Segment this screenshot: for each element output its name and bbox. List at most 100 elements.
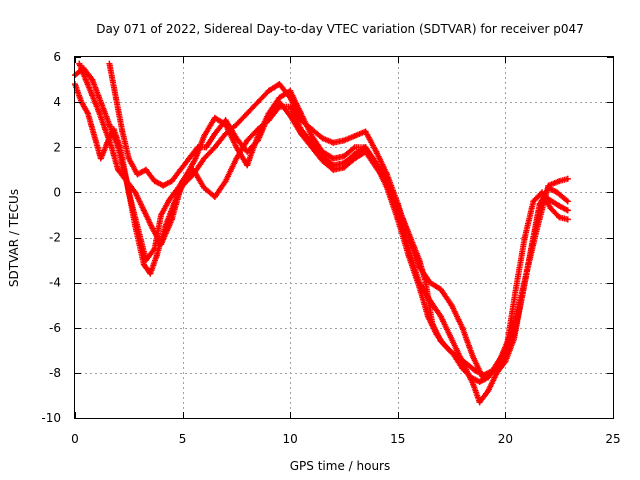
- y-tick-label: 4: [53, 95, 61, 109]
- data-point: [89, 76, 96, 83]
- data-point: [134, 223, 141, 230]
- data-point: [519, 290, 526, 297]
- data-point: [233, 155, 240, 162]
- data-point: [151, 178, 158, 185]
- data-point: [112, 94, 119, 101]
- data-point: [158, 211, 165, 218]
- data-point: [554, 189, 561, 196]
- data-point: [373, 148, 380, 155]
- data-point: [168, 178, 175, 185]
- data-point: [308, 132, 315, 139]
- data-point: [538, 189, 545, 196]
- data-point: [265, 87, 272, 94]
- data-point: [166, 196, 173, 203]
- data-point: [437, 338, 444, 345]
- data-point: [467, 374, 474, 381]
- data-point: [341, 164, 347, 171]
- data-point: [134, 171, 141, 178]
- data-point: [125, 155, 132, 162]
- data-point: [463, 360, 470, 367]
- data-point: [211, 130, 218, 137]
- data-point: [556, 178, 563, 185]
- data-point: [82, 76, 89, 83]
- data-point: [147, 270, 154, 277]
- data-point: [168, 216, 175, 223]
- data-point: [564, 198, 571, 205]
- data-point: [276, 99, 283, 106]
- data-point: [297, 130, 304, 137]
- data-point: [222, 178, 229, 185]
- data-point: [384, 180, 391, 187]
- data-point: [102, 126, 109, 133]
- data-point: [330, 139, 337, 146]
- data-point: [485, 387, 492, 394]
- x-axis-label: GPS time / hours: [290, 459, 391, 473]
- data-point: [422, 279, 429, 286]
- data-point: [373, 164, 380, 171]
- data-point: [504, 338, 511, 345]
- data-point: [448, 302, 455, 309]
- data-point: [151, 245, 158, 252]
- data-point: [341, 137, 347, 144]
- data-point: [362, 128, 369, 135]
- data-point: [416, 257, 423, 264]
- data-point: [97, 155, 104, 162]
- data-point: [186, 155, 193, 162]
- data-point: [233, 135, 240, 142]
- y-tick-label: -2: [49, 231, 61, 245]
- data-point: [115, 166, 122, 173]
- y-axis-label: SDTVAR / TECUs: [7, 189, 21, 287]
- data-point: [511, 331, 518, 338]
- data-point: [330, 166, 337, 173]
- data-point: [276, 81, 283, 88]
- data-point: [287, 103, 294, 110]
- data-point: [106, 60, 113, 67]
- y-tick-label: -10: [41, 411, 61, 425]
- data-point: [106, 121, 113, 128]
- data-point: [351, 155, 358, 162]
- data-point: [416, 284, 423, 291]
- data-point: [437, 313, 444, 320]
- x-tick-label: 5: [179, 432, 187, 446]
- data-point: [297, 110, 304, 117]
- data-point: [459, 324, 466, 331]
- data-point: [564, 175, 571, 182]
- data-point: [429, 320, 436, 327]
- data-point: [158, 241, 165, 248]
- data-point: [341, 153, 347, 160]
- data-point: [489, 367, 496, 374]
- data-point: [455, 354, 462, 361]
- data-point: [476, 378, 483, 385]
- data-point: [545, 184, 552, 191]
- data-point: [459, 365, 466, 372]
- chart-title: Day 071 of 2022, Sidereal Day-to-day VTE…: [96, 22, 584, 36]
- data-point: [556, 214, 563, 221]
- data-point: [564, 207, 571, 214]
- y-tick-label: -8: [49, 366, 61, 380]
- data-point: [244, 148, 251, 155]
- x-tick-label: 10: [283, 432, 298, 446]
- data-point: [493, 369, 500, 376]
- data-point: [76, 60, 83, 67]
- data-point: [521, 234, 528, 241]
- data-point: [153, 252, 160, 259]
- data-point: [160, 182, 167, 189]
- data-point: [319, 135, 326, 142]
- data-point: [179, 178, 186, 185]
- data-point: [140, 207, 147, 214]
- data-point: [470, 381, 477, 388]
- data-point: [480, 372, 487, 379]
- x-tick-label: 15: [390, 432, 405, 446]
- x-tick-label: 20: [498, 432, 513, 446]
- data-point: [140, 261, 147, 268]
- data-point: [233, 144, 240, 151]
- data-point: [254, 137, 261, 144]
- y-tick-label: -6: [49, 321, 61, 335]
- data-point: [405, 229, 412, 236]
- data-point: [472, 367, 479, 374]
- data-point: [233, 121, 240, 128]
- data-point: [194, 144, 201, 151]
- data-point: [149, 225, 156, 232]
